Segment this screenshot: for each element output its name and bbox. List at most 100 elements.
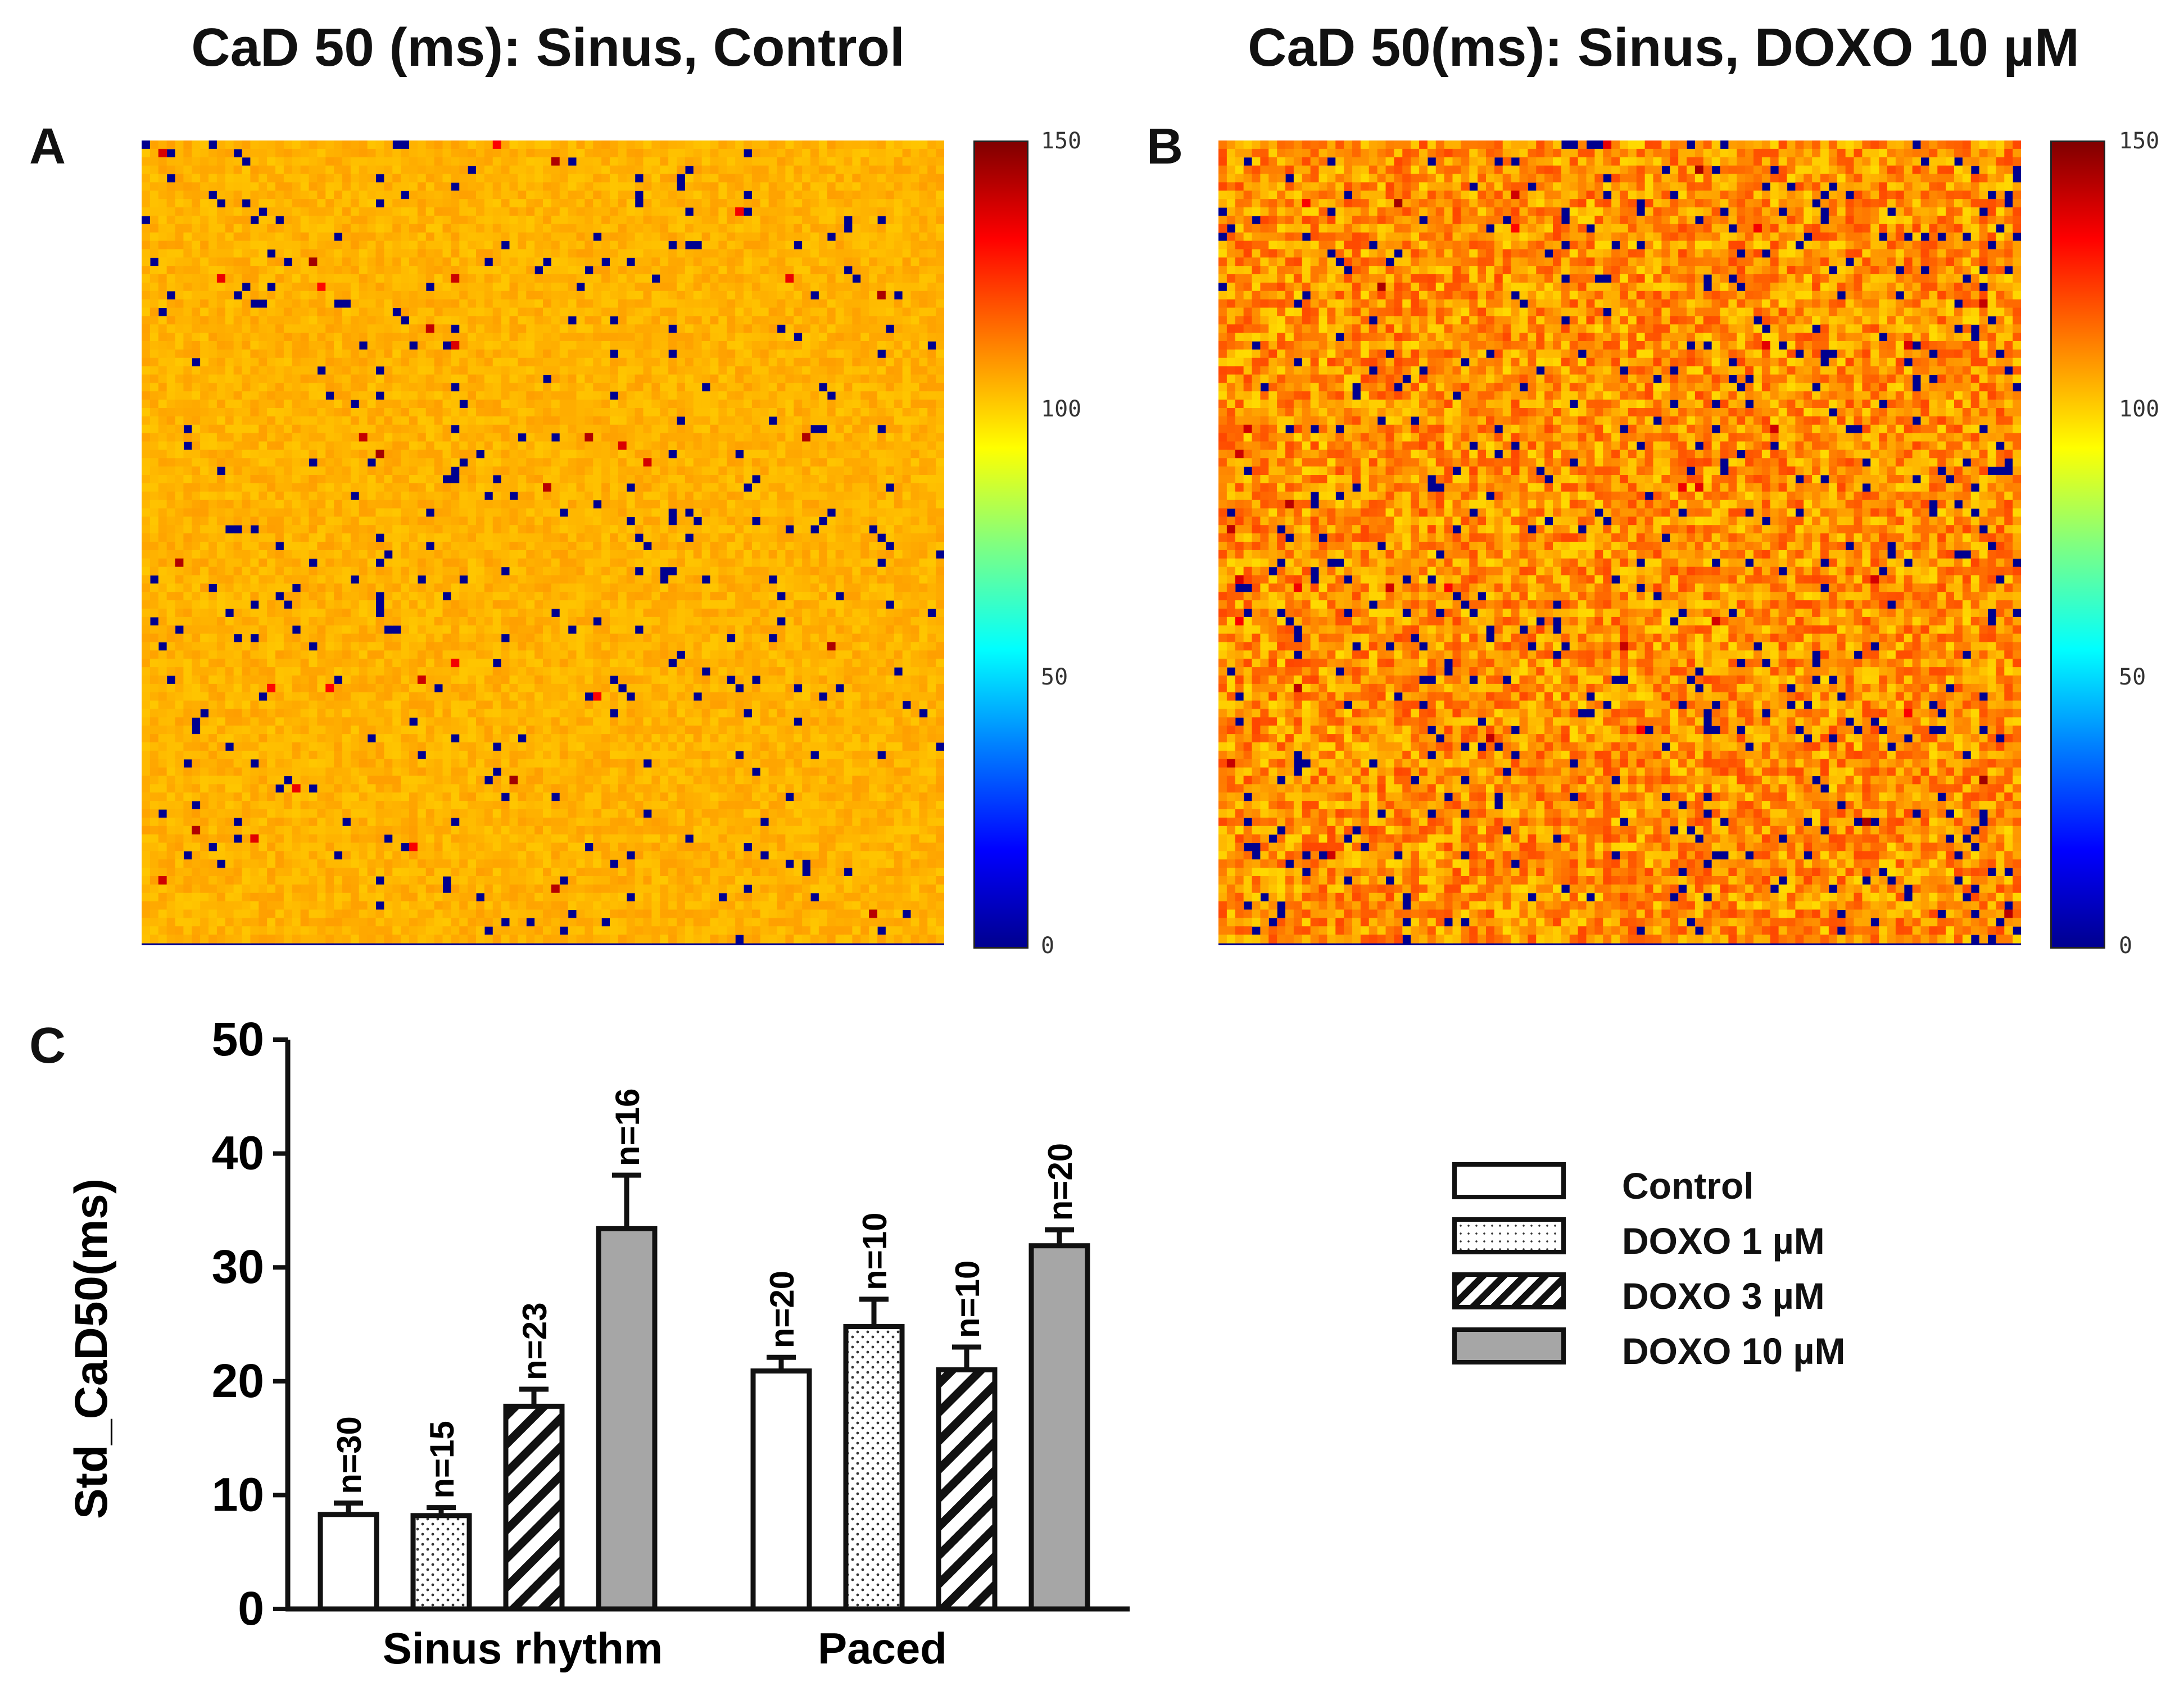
heatmap-cell	[309, 508, 318, 517]
heatmap-cell	[869, 291, 878, 300]
heatmap-cell	[175, 400, 184, 409]
heatmap-cell	[275, 408, 284, 417]
heatmap-cell	[852, 316, 861, 325]
heatmap-cell	[149, 374, 159, 383]
heatmap-cell	[936, 199, 944, 208]
heatmap-cell	[718, 157, 727, 166]
heatmap-cell	[927, 566, 936, 576]
heatmap-cell	[660, 257, 669, 266]
heatmap-cell	[701, 266, 711, 275]
heatmap-cell	[267, 232, 276, 242]
heatmap-cell	[142, 349, 151, 359]
heatmap-cell	[492, 458, 502, 467]
heatmap-cell	[685, 148, 694, 158]
heatmap-cell	[216, 333, 226, 342]
heatmap-cell	[735, 483, 744, 492]
heatmap-cell	[693, 157, 703, 166]
heatmap-cell	[910, 157, 919, 166]
heatmap-cell	[468, 550, 477, 559]
heatmap-cell	[693, 266, 703, 275]
heatmap-cell	[760, 324, 769, 333]
heatmap-cell	[618, 508, 627, 517]
heatmap-cell	[149, 324, 159, 333]
heatmap-cell	[359, 441, 368, 450]
heatmap-cell	[149, 533, 159, 542]
heatmap-cell	[359, 383, 368, 392]
heatmap-cell	[651, 416, 660, 425]
heatmap-cell	[760, 349, 769, 359]
heatmap-cell	[149, 475, 159, 484]
heatmap-cell	[601, 366, 610, 375]
heatmap-cell	[367, 232, 377, 242]
heatmap-cell	[233, 232, 243, 242]
heatmap-cell	[936, 257, 944, 266]
heatmap-cell	[660, 500, 669, 509]
heatmap-cell	[610, 299, 619, 309]
heatmap-cell	[434, 282, 443, 292]
heatmap-cell	[367, 542, 377, 551]
heatmap-cell	[242, 324, 251, 333]
heatmap-cell	[727, 249, 736, 258]
heatmap-cell	[342, 165, 351, 175]
heatmap-cell	[785, 215, 794, 225]
heatmap-cell	[434, 466, 443, 475]
heatmap-cell	[744, 291, 753, 300]
heatmap-cell	[768, 199, 778, 208]
heatmap-cell	[425, 357, 435, 367]
heatmap-cell	[760, 191, 769, 200]
heatmap-cell	[794, 165, 803, 175]
heatmap-cell	[559, 207, 569, 216]
heatmap-cell	[142, 249, 151, 258]
heatmap-cell	[342, 433, 351, 442]
heatmap-cell	[392, 157, 401, 166]
heatmap-cell	[660, 291, 669, 300]
heatmap-cell	[484, 282, 493, 292]
heatmap-cell	[718, 324, 727, 333]
heatmap-cell	[660, 232, 669, 242]
heatmap-cell	[534, 466, 543, 475]
heatmap-cell	[618, 282, 627, 292]
heatmap-cell	[610, 383, 619, 392]
heatmap-cell	[877, 466, 886, 475]
heatmap-cell	[392, 391, 401, 400]
heatmap-cell	[451, 391, 460, 400]
heatmap-cell	[534, 558, 543, 568]
heatmap-cell	[325, 207, 334, 216]
heatmap-cell	[936, 575, 944, 584]
heatmap-cell	[350, 458, 360, 467]
heatmap-cell	[242, 441, 251, 450]
heatmap-cell	[760, 458, 769, 467]
heatmap-cell	[259, 441, 268, 450]
heatmap-cell	[910, 199, 919, 208]
heatmap-cell	[509, 182, 518, 191]
heatmap-cell	[760, 182, 769, 191]
heatmap-cell	[526, 191, 535, 200]
heatmap-cell	[643, 174, 652, 183]
heatmap-cell	[735, 441, 744, 450]
heatmap-cell	[518, 224, 527, 233]
heatmap-cell	[183, 215, 192, 225]
heatmap-cell	[693, 424, 703, 434]
heatmap-cell	[417, 291, 427, 300]
heatmap-cell	[518, 400, 527, 409]
heatmap-cell	[576, 241, 585, 250]
heatmap-cell	[727, 424, 736, 434]
heatmap-cell	[216, 583, 226, 592]
heatmap-cell	[744, 416, 753, 425]
heatmap-cell	[283, 333, 293, 342]
heatmap-cell	[451, 400, 460, 409]
heatmap-cell	[259, 199, 268, 208]
heatmap-cell	[401, 157, 410, 166]
heatmap-cell	[794, 174, 803, 183]
heatmap-cell	[392, 274, 401, 283]
heatmap-cell	[810, 241, 819, 250]
heatmap-cell	[476, 215, 485, 225]
heatmap-cell	[275, 475, 284, 484]
heatmap-cell	[425, 450, 435, 459]
heatmap-cell	[216, 282, 226, 292]
heatmap-cell	[300, 583, 310, 592]
heatmap-cell	[359, 274, 368, 283]
heatmap-cell	[534, 542, 543, 551]
heatmap-cell	[785, 266, 794, 275]
heatmap-cell	[610, 182, 619, 191]
